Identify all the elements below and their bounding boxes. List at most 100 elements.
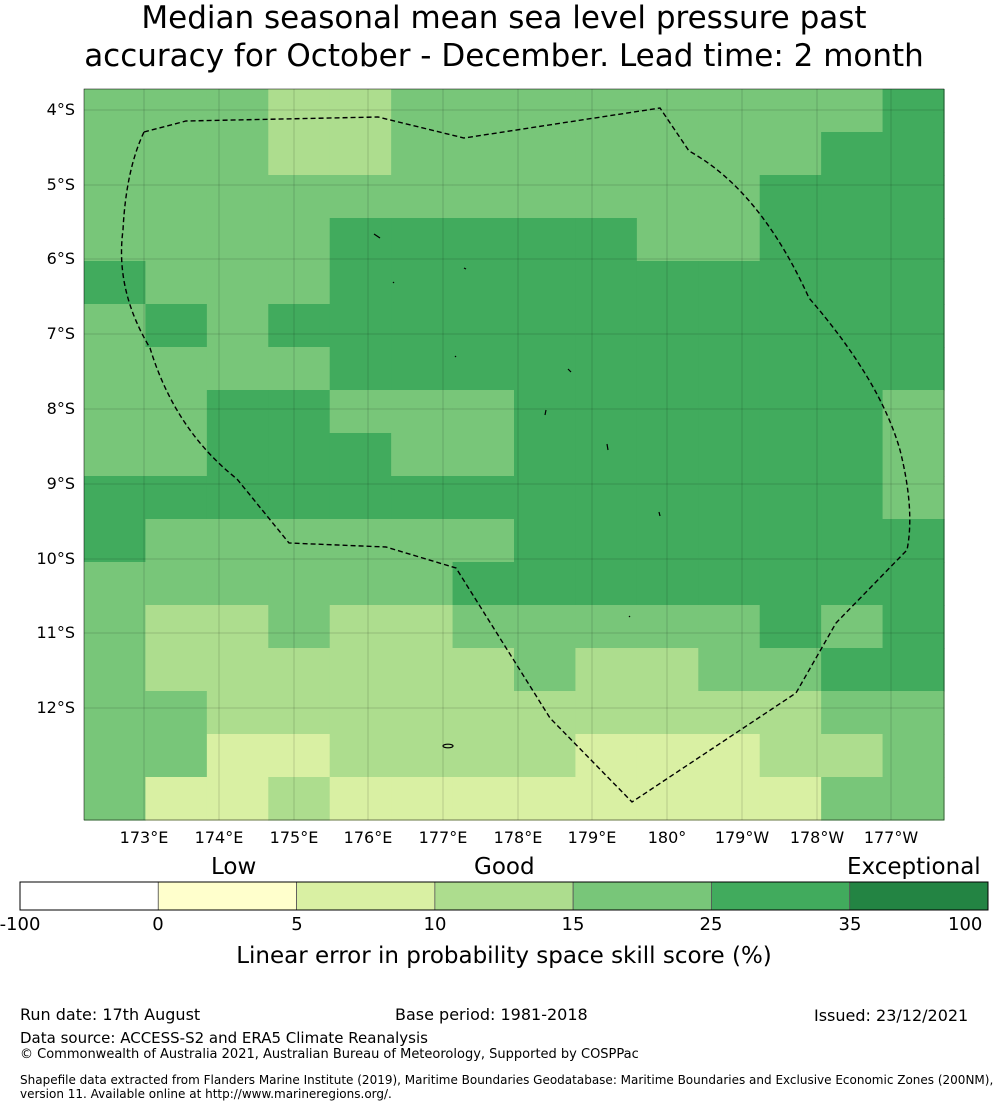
grid-cell [698, 175, 761, 219]
grid-cell [882, 89, 945, 133]
grid-cell [759, 605, 822, 649]
grid-cell [206, 562, 269, 606]
lon-label: 174°E [194, 828, 244, 847]
grid-cell [391, 390, 454, 434]
grid-cell [268, 304, 331, 348]
grid-cell [84, 390, 147, 434]
grid-cell [636, 777, 699, 821]
grid-cell [145, 433, 208, 477]
grid-cell [759, 734, 822, 778]
grid-cell [329, 433, 392, 477]
lon-label: 179°E [567, 828, 617, 847]
grid-cell [575, 347, 638, 391]
grid-cell [698, 304, 761, 348]
data-source: Data source: ACCESS-S2 and ERA5 Climate … [20, 1029, 428, 1047]
lon-label: 178°E [493, 828, 543, 847]
grid-cell [698, 691, 761, 735]
grid-cell [759, 777, 822, 821]
grid-cell [452, 304, 515, 348]
grid-cell [514, 304, 577, 348]
grid-cell [391, 304, 454, 348]
grid-cell [145, 261, 208, 305]
islands [373, 233, 661, 749]
grid-cell [575, 390, 638, 434]
grid-cell [514, 777, 577, 821]
island [606, 443, 609, 451]
island [392, 281, 395, 284]
grid-cell [821, 691, 884, 735]
grid-cell [145, 734, 208, 778]
grid-cell [698, 433, 761, 477]
grid-cell [268, 777, 331, 821]
colorbar-outline [19, 881, 989, 911]
grid-cell [759, 261, 822, 305]
map-frame [83, 88, 945, 821]
lon-label: 177°W [863, 828, 919, 847]
grid-cell [821, 347, 884, 391]
lon-label: 180° [647, 828, 687, 847]
grid-cell [145, 777, 208, 821]
colorbar-tick: 15 [561, 914, 585, 935]
grid-cell [821, 390, 884, 434]
grid-cell [636, 347, 699, 391]
grid-cell [882, 347, 945, 391]
grid-cell [84, 175, 147, 219]
grid-cell [206, 519, 269, 563]
legend-category-exceptional: Exceptional [847, 854, 981, 880]
grid-cell [84, 605, 147, 649]
grid-cell [268, 218, 331, 262]
grid-cell [821, 175, 884, 219]
grid-cell [206, 691, 269, 735]
grid-cell [391, 175, 454, 219]
island [628, 615, 631, 618]
grid-cell [575, 562, 638, 606]
base-period: Base period: 1981-2018 [395, 1005, 588, 1024]
grid-cell [514, 519, 577, 563]
grid-cell [821, 519, 884, 563]
grid-cell [575, 433, 638, 477]
grid-cell [84, 347, 147, 391]
grid-cell [882, 132, 945, 176]
issued-date: Issued: 23/12/2021 [814, 1006, 969, 1025]
colorbar-segment [711, 881, 851, 911]
grid-cell [698, 476, 761, 520]
grid-cell [882, 648, 945, 692]
lon-label: 178°W [789, 828, 845, 847]
grid-cell [145, 691, 208, 735]
chart-title-line-2: accuracy for October - December. Lead ti… [84, 38, 924, 74]
grid-cell [329, 132, 392, 176]
grid-cell [636, 390, 699, 434]
grid-cell [206, 605, 269, 649]
grid-cell [268, 89, 331, 133]
grid-cell [514, 347, 577, 391]
grid-cell [268, 562, 331, 606]
colorbar-tick: 0 [152, 914, 164, 935]
grid-cell [514, 562, 577, 606]
grid-cell [84, 519, 147, 563]
grid-cell [145, 562, 208, 606]
grid-cell [821, 562, 884, 606]
grid-cell [575, 89, 638, 133]
grid-cell [452, 734, 515, 778]
grid-cell [882, 605, 945, 649]
grid-cell [636, 433, 699, 477]
grid-cell [329, 347, 392, 391]
grid-cell [514, 132, 577, 176]
grid-cell [268, 734, 331, 778]
lat-label: 7°S [46, 324, 75, 343]
grid-cell [145, 390, 208, 434]
grid-cell [698, 261, 761, 305]
legend-category-low: Low [211, 854, 257, 880]
grid-cell [206, 132, 269, 176]
grid-cell [329, 175, 392, 219]
grid-cell [821, 218, 884, 262]
lat-label: 6°S [46, 249, 75, 268]
colorbar-tick: 10 [423, 914, 447, 935]
island [658, 511, 661, 517]
grid-cell [882, 175, 945, 219]
grid-cell [268, 519, 331, 563]
grid-cell [514, 261, 577, 305]
grid-cell [575, 304, 638, 348]
grid-cell [636, 89, 699, 133]
